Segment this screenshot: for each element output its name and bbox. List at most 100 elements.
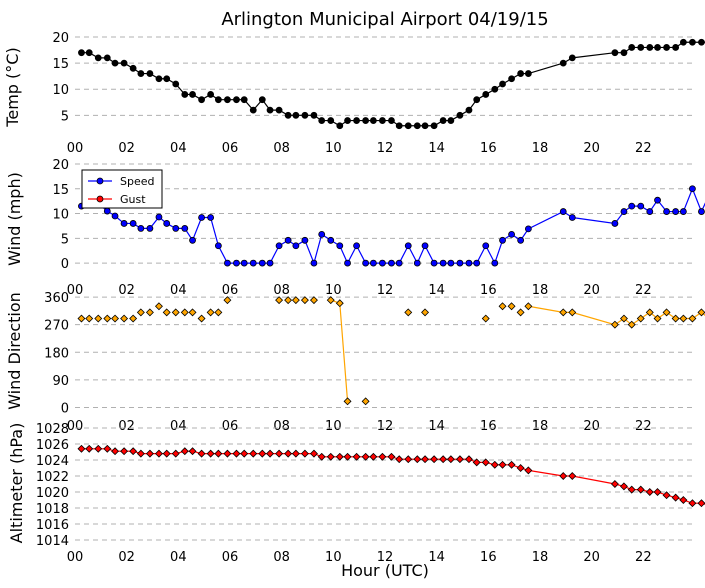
data-point: [559, 208, 567, 215]
x-tick-label: 12: [377, 550, 394, 565]
data-point: [309, 296, 318, 305]
data-point: [663, 44, 670, 51]
data-point: [620, 208, 628, 215]
x-tick-label: 22: [635, 141, 652, 156]
data-point: [447, 117, 455, 124]
data-point: [352, 452, 361, 461]
data-point: [672, 208, 680, 215]
data-point: [379, 259, 386, 267]
x-tick-label: 00: [67, 550, 84, 565]
data-point: [413, 259, 421, 267]
data-point: [326, 452, 335, 461]
data-point: [455, 455, 464, 464]
data-point: [421, 308, 430, 317]
data-point: [646, 208, 654, 215]
x-tick-label: 10: [325, 419, 342, 434]
data-point: [336, 122, 344, 130]
x-tick-label: 08: [273, 419, 290, 434]
data-point: [284, 236, 292, 244]
data-point: [85, 444, 94, 453]
data-point: [645, 308, 654, 317]
data-point: [310, 259, 318, 267]
data-point: [163, 220, 171, 227]
x-tick-label: 02: [118, 550, 135, 565]
data-point: [111, 447, 120, 456]
data-point: [266, 259, 274, 267]
data-point: [491, 85, 499, 93]
x-tick-label: 00: [67, 141, 84, 156]
panel-3: 0 90 180 270 360 00 02 04 06 08 10 12 14 16 18 20 22 Wind…: [5, 291, 705, 434]
data-point: [111, 212, 119, 220]
data-point: [155, 75, 163, 83]
data-point: [94, 54, 102, 62]
data-point: [637, 202, 645, 210]
data-point: [136, 449, 145, 458]
y-tick-label: 20: [52, 158, 69, 173]
x-tick-label: 16: [480, 283, 497, 298]
data-point: [189, 91, 196, 98]
x-tick-label: 08: [273, 283, 290, 298]
data-point: [439, 259, 447, 267]
x-tick-label: 02: [118, 419, 135, 434]
data-point: [465, 106, 473, 114]
data-point: [369, 452, 378, 461]
data-point: [568, 214, 576, 221]
y-tick-label: 15: [52, 57, 69, 72]
y-axis-label: Wind Direction: [5, 292, 24, 410]
data-point: [508, 230, 515, 238]
y-tick-label: 0: [61, 257, 69, 272]
data-point: [284, 111, 292, 119]
series-data: [78, 38, 705, 130]
x-tick-label: 18: [532, 550, 549, 565]
data-point: [688, 314, 697, 323]
data-point: [224, 96, 231, 104]
legend-label: Speed: [120, 175, 154, 188]
data-point: [499, 80, 506, 88]
data-point: [404, 122, 412, 130]
data-point: [171, 308, 180, 317]
data-point: [378, 452, 387, 461]
x-tick-label: 04: [170, 419, 187, 434]
data-point: [498, 302, 507, 311]
data-point: [516, 464, 525, 472]
data-point: [335, 299, 344, 308]
data-point: [388, 117, 395, 124]
x-tick-label: 04: [170, 283, 187, 298]
data-point: [653, 314, 662, 323]
data-point: [180, 447, 189, 456]
y-tick-label: 1018: [36, 502, 69, 517]
x-tick-label: 10: [325, 283, 342, 298]
data-point: [197, 314, 206, 323]
legend-box: [81, 169, 163, 209]
y-tick-label: 10: [52, 83, 69, 98]
data-point: [318, 230, 326, 238]
x-tick-label: 00: [67, 283, 84, 298]
data-point: [291, 296, 300, 305]
data-point: [232, 449, 241, 458]
data-point: [171, 449, 180, 458]
data-point: [103, 207, 111, 215]
data-point: [524, 70, 532, 77]
series-points: [77, 444, 705, 508]
data-point: [300, 296, 309, 305]
x-tick-label: 02: [118, 141, 135, 156]
data-point: [233, 96, 240, 104]
x-tick-label: 16: [480, 550, 497, 565]
data-point: [611, 220, 619, 227]
y-tick-label: 90: [52, 374, 69, 389]
x-tick-label: 20: [583, 141, 600, 156]
data-point: [318, 117, 326, 124]
data-point: [111, 59, 119, 67]
data-point: [430, 122, 438, 130]
data-point: [447, 259, 455, 267]
data-point: [154, 449, 163, 458]
data-point: [517, 70, 525, 77]
x-axis-label: Hour (UTC): [341, 561, 429, 580]
data-point: [206, 308, 215, 317]
x-tick-label: 06: [222, 419, 239, 434]
y-axis-label: Altimeter (hPa): [7, 423, 26, 544]
data-point: [120, 59, 128, 67]
data-point: [103, 54, 111, 62]
